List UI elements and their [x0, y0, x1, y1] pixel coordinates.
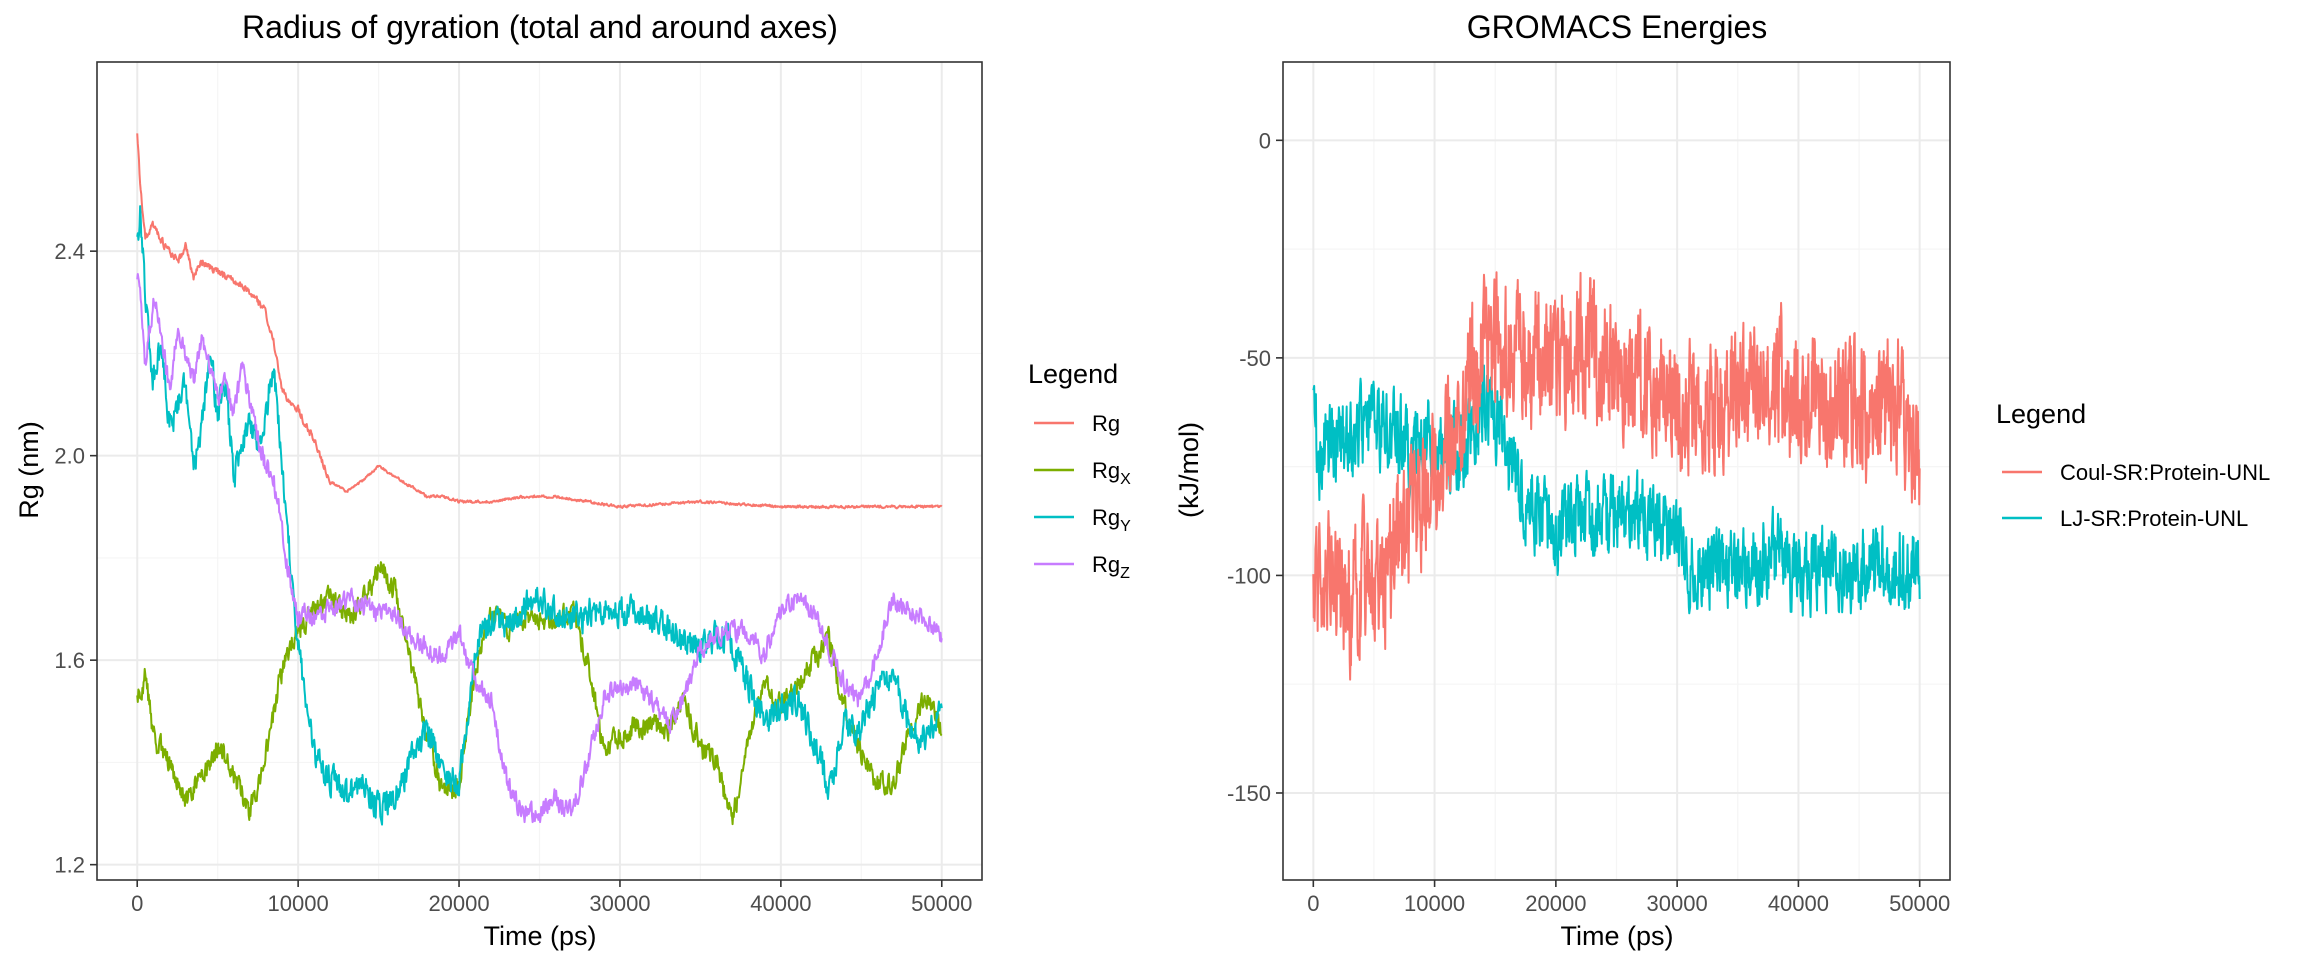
rg-y-tick-label: 2.4 [54, 239, 85, 264]
legend-label-lj-sr: LJ-SR:Protein-UNL [2060, 506, 2248, 531]
rg-x-tick-label: 40000 [750, 891, 811, 916]
rg-x-tick-label: 50000 [911, 891, 972, 916]
legend-label-rgy: RgY [1092, 505, 1131, 535]
rg-y-tick-label: 2.0 [54, 444, 85, 469]
energies-y-tick-label: -150 [1227, 781, 1271, 806]
energies-y-tick-label: -100 [1227, 563, 1271, 588]
energies-chart-title: GROMACS Energies [1467, 9, 1768, 45]
rg-x-tick-label: 30000 [589, 891, 650, 916]
energies-legend-title: Legend [1996, 399, 2086, 429]
rg-y-tick-label: 1.6 [54, 648, 85, 673]
rg-y-axis: 1.2 1.6 2.0 2.4 [54, 239, 97, 878]
legend-label-rg: Rg [1092, 411, 1120, 436]
energies-x-tick-label: 10000 [1404, 891, 1465, 916]
series-line-rg-y [136, 205, 943, 826]
rg-x-tick-label: 20000 [428, 891, 489, 916]
energies-y-axis: -150 -100 -50 0 [1227, 128, 1283, 806]
energies-y-tick-label: 0 [1259, 128, 1271, 153]
rg-series-lines [136, 133, 943, 826]
energies-y-axis-label: (kJ/mol) [1174, 422, 1204, 518]
energies-x-axis-label: Time (ps) [1561, 921, 1674, 951]
rg-chart: Radius of gyration (total and around axe… [14, 9, 1131, 951]
rg-y-tick-label: 1.2 [54, 853, 85, 878]
energies-x-tick-label: 50000 [1889, 891, 1950, 916]
legend-label-rgx: RgX [1092, 458, 1131, 488]
series-line-lj-sr-protein-unl [1312, 364, 1921, 619]
rg-x-axis: 0 10000 20000 30000 40000 50000 [131, 880, 972, 916]
energies-panel-border [1282, 61, 1951, 881]
legend-label-coul-sr: Coul-SR:Protein-UNL [2060, 460, 2270, 485]
energies-series-lines [1312, 271, 1921, 681]
series-line-rg-x [136, 561, 943, 826]
rg-panel-border [96, 61, 983, 881]
energies-x-tick-label: 0 [1307, 891, 1319, 916]
rg-legend-title: Legend [1028, 359, 1118, 389]
series-line-rg-z [136, 272, 943, 824]
energies-x-tick-label: 20000 [1525, 891, 1586, 916]
energies-y-tick-label: -50 [1239, 346, 1271, 371]
energies-legend: Legend Coul-SR:Protein-UNL LJ-SR:Protein… [1996, 399, 2270, 531]
energies-chart: GROMACS Energies 0 10000 20000 30000 400… [1174, 9, 2270, 951]
energies-x-tick-label: 30000 [1647, 891, 1708, 916]
energies-x-axis: 0 10000 20000 30000 40000 50000 [1307, 880, 1950, 916]
rg-x-axis-label: Time (ps) [484, 921, 597, 951]
rg-x-tick-label: 10000 [268, 891, 329, 916]
rg-legend: Legend Rg RgX RgY RgZ [1028, 359, 1131, 582]
energies-x-tick-label: 40000 [1768, 891, 1829, 916]
series-line-rg [136, 133, 943, 510]
series-line-coul-sr-protein-unl [1312, 271, 1921, 681]
rg-x-tick-label: 0 [131, 891, 143, 916]
rg-y-axis-label: Rg (nm) [14, 421, 44, 519]
rg-chart-title: Radius of gyration (total and around axe… [242, 9, 838, 45]
legend-label-rgz: RgZ [1092, 552, 1130, 582]
